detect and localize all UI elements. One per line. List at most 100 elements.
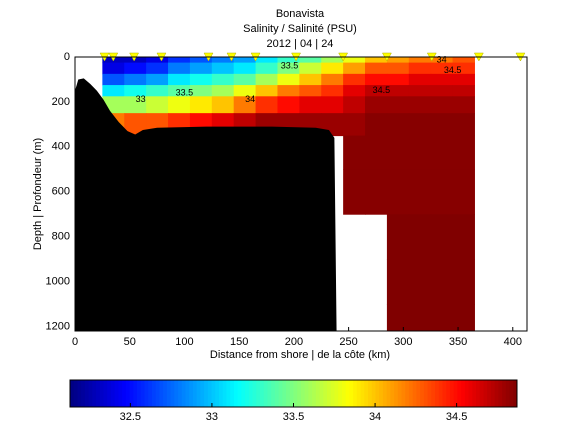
colorbar-swatch xyxy=(237,380,242,407)
colorbar-swatch xyxy=(323,380,328,407)
salinity-cell xyxy=(452,304,475,332)
colorbar-swatch xyxy=(256,380,261,407)
contour-label: 34.5 xyxy=(373,85,391,95)
contour-label: 34 xyxy=(245,94,255,104)
colorbar-swatch xyxy=(401,380,406,407)
salinity-cell xyxy=(365,62,388,75)
contour-label: 34.5 xyxy=(444,65,462,75)
salinity-cell xyxy=(299,62,322,75)
salinity-cell xyxy=(408,169,432,215)
colorbar-swatch xyxy=(416,380,421,407)
colorbar-swatch xyxy=(505,380,511,407)
salinity-cell xyxy=(365,169,388,215)
colorbar-swatch xyxy=(77,380,82,407)
colorbar-swatch xyxy=(181,380,186,407)
salinity-cell xyxy=(189,73,213,86)
salinity-cell xyxy=(452,113,475,137)
colorbar-swatch xyxy=(502,380,507,407)
colorbar-swatch xyxy=(70,380,75,407)
salinity-cell xyxy=(343,135,366,170)
salinity-cell xyxy=(386,62,410,75)
colorbar-swatch xyxy=(368,380,373,407)
colorbar-swatch xyxy=(159,380,164,407)
salinity-cell xyxy=(321,73,344,86)
plot-frame xyxy=(74,56,528,332)
colorbar-swatch xyxy=(144,380,149,407)
colorbar-swatch xyxy=(151,380,157,407)
colorbar-swatch xyxy=(479,380,484,407)
contour-label: 33.5 xyxy=(176,87,194,97)
salinity-cell xyxy=(408,85,432,97)
salinity-cell xyxy=(124,113,147,137)
contour-label: 34 xyxy=(437,55,447,65)
colorbar-swatch xyxy=(461,380,466,407)
salinity-cell xyxy=(102,73,125,86)
colorbar-swatch xyxy=(148,380,153,407)
salinity-cell xyxy=(124,62,147,75)
x-tick-label: 0 xyxy=(72,336,78,348)
salinity-cell xyxy=(408,135,432,170)
salinity-cell xyxy=(452,96,475,114)
colorbar-swatch xyxy=(267,380,272,407)
salinity-cell xyxy=(233,85,257,97)
salinity-cell xyxy=(408,62,432,75)
salinity-cell xyxy=(343,85,366,97)
colorbar-swatch xyxy=(189,380,194,407)
salinity-cell xyxy=(146,57,169,64)
colorbar-swatch xyxy=(334,380,339,407)
x-tick-label: 150 xyxy=(230,336,248,348)
colorbar-swatch xyxy=(371,380,376,407)
colorbar-swatch xyxy=(81,380,86,407)
salinity-cell xyxy=(430,113,454,137)
salinity-cell xyxy=(343,113,366,137)
colorbar-swatch xyxy=(375,380,380,407)
x-tick-label: 100 xyxy=(175,336,193,348)
chart-title: Bonavista xyxy=(276,8,325,20)
colorbar-tick-label: 34.5 xyxy=(446,411,467,423)
salinity-cell xyxy=(168,57,191,64)
colorbar-swatch xyxy=(73,380,78,407)
colorbar-swatch xyxy=(88,380,93,407)
salinity-cell xyxy=(211,85,235,97)
salinity-cell xyxy=(365,135,388,170)
colorbar-swatch xyxy=(420,380,425,407)
colorbar-swatch xyxy=(319,380,324,407)
y-tick-label: 800 xyxy=(52,231,70,243)
colorbar-swatch xyxy=(509,380,514,407)
colorbar-swatch xyxy=(315,380,321,407)
salinity-cell xyxy=(430,85,454,97)
salinity-cell xyxy=(343,62,366,75)
salinity-cell xyxy=(365,96,388,114)
colorbar-swatch xyxy=(442,380,447,407)
colorbar-swatch xyxy=(129,380,134,407)
colorbar-swatch xyxy=(207,380,213,407)
salinity-cell xyxy=(430,169,454,215)
salinity-cell xyxy=(146,62,169,75)
salinity-cell xyxy=(386,57,410,64)
colorbar-tick-label: 34 xyxy=(369,411,381,423)
salinity-cell xyxy=(211,73,235,86)
x-tick-label: 200 xyxy=(285,336,303,348)
colorbar-swatch xyxy=(405,380,410,407)
salinity-cell xyxy=(299,85,322,97)
salinity-cell xyxy=(255,96,278,114)
colorbar-swatch xyxy=(166,380,172,407)
colorbar-swatch xyxy=(219,380,224,407)
salinity-cell xyxy=(386,304,410,332)
salinity-cell xyxy=(168,73,191,86)
colorbar-swatch xyxy=(394,380,399,407)
colorbar-swatch xyxy=(438,380,443,407)
colorbar-swatch xyxy=(248,380,254,407)
salinity-cell xyxy=(452,214,475,260)
salinity-cell xyxy=(124,85,147,97)
colorbar-swatch xyxy=(200,380,205,407)
salinity-cell xyxy=(430,96,454,114)
salinity-cell xyxy=(277,96,300,114)
colorbar-swatch xyxy=(274,380,280,407)
colorbar-swatch xyxy=(468,380,473,407)
colorbar-tick-label: 33.5 xyxy=(283,411,304,423)
colorbar-swatch xyxy=(140,380,145,407)
colorbar-swatch xyxy=(114,380,119,407)
salinity-cell xyxy=(408,73,432,86)
salinity-cell xyxy=(408,214,432,260)
